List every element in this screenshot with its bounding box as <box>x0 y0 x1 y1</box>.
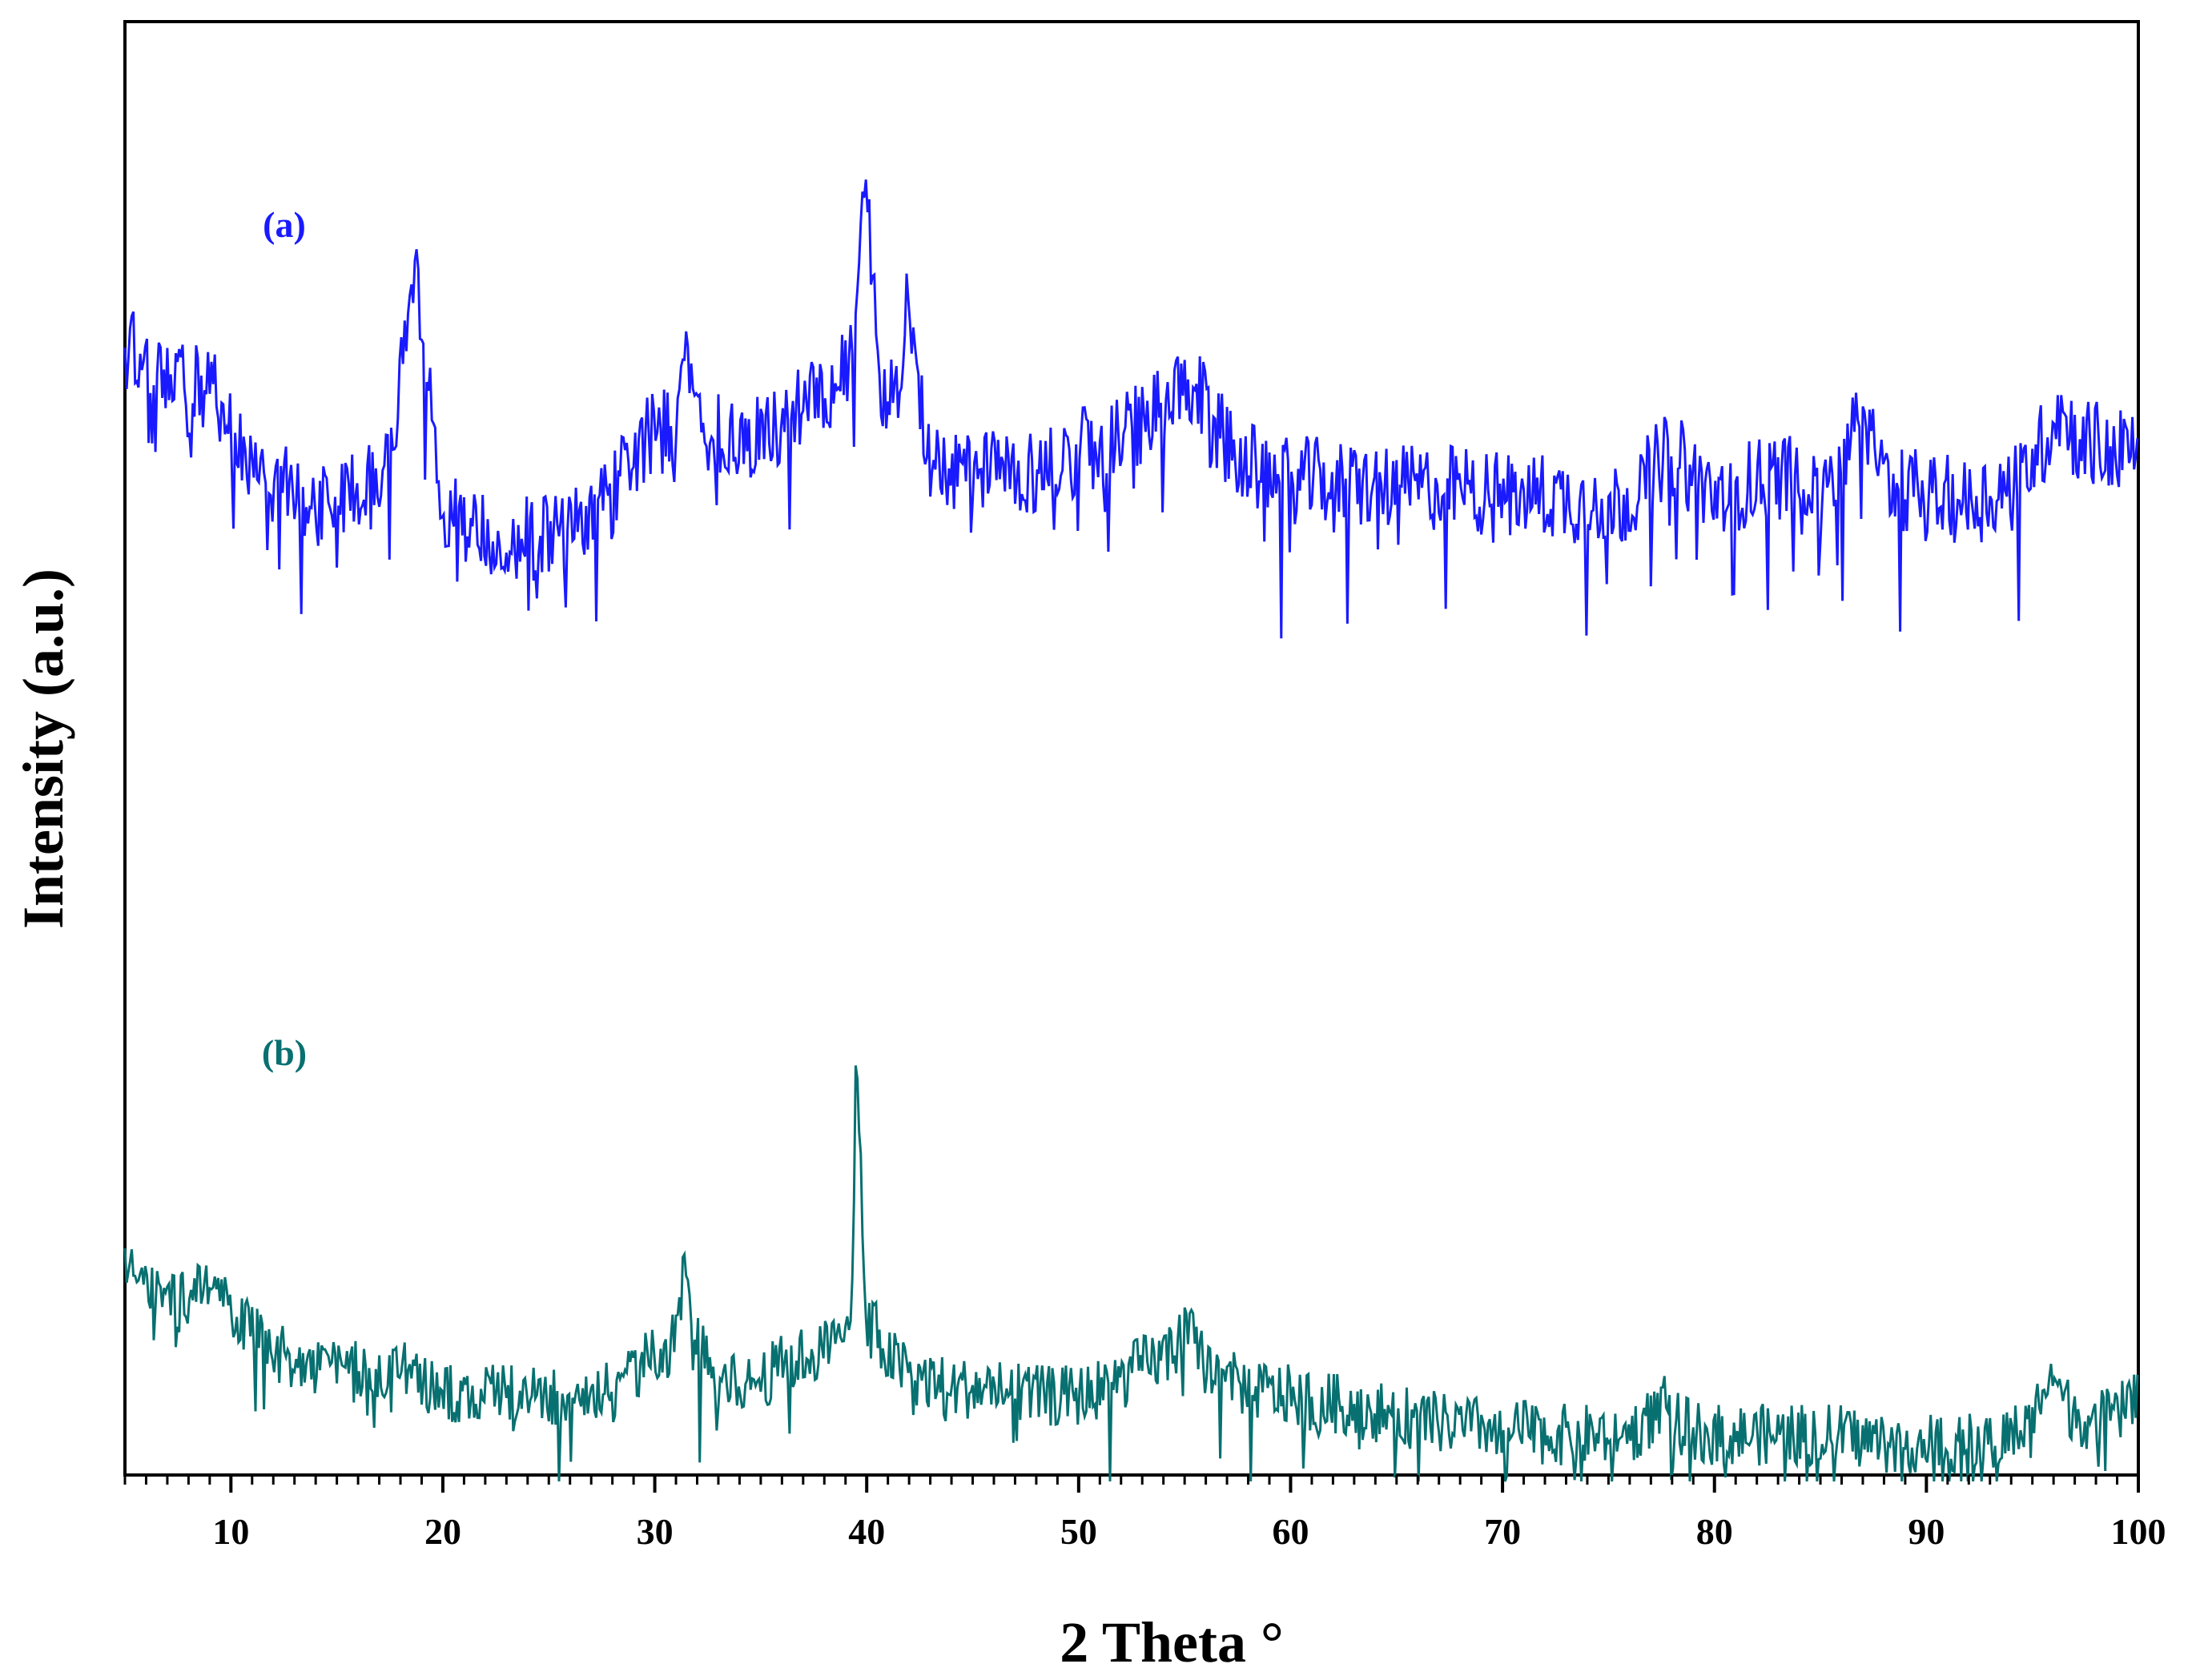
x-tick-label: 30 <box>637 1511 674 1552</box>
series-label-b: (b) <box>262 1032 307 1073</box>
x-tick-label: 100 <box>2111 1511 2166 1552</box>
series-group <box>123 179 2139 1482</box>
plot-frame <box>123 20 2140 1477</box>
y-axis-title: Intensity (a.u.) <box>11 569 75 929</box>
series-line-a <box>123 179 2139 639</box>
x-tick-labels: 10 20 30 40 50 60 70 80 90 100 <box>212 1511 2166 1552</box>
x-tick-label: 40 <box>848 1511 885 1552</box>
series-labels: (a) (b) <box>262 204 307 1073</box>
x-ticks <box>123 1475 2140 1493</box>
x-tick-label: 90 <box>1908 1511 1945 1552</box>
x-tick-label: 80 <box>1696 1511 1733 1552</box>
series-label-a: (a) <box>263 204 306 245</box>
x-tick-label: 70 <box>1484 1511 1521 1552</box>
x-tick-label: 60 <box>1272 1511 1309 1552</box>
x-tick-label: 50 <box>1060 1511 1097 1552</box>
series-line-b <box>123 1065 2139 1482</box>
x-tick-label: 10 <box>212 1511 249 1552</box>
x-tick-label: 20 <box>424 1511 461 1552</box>
x-axis-title: 2 Theta ° <box>1060 1610 1284 1674</box>
